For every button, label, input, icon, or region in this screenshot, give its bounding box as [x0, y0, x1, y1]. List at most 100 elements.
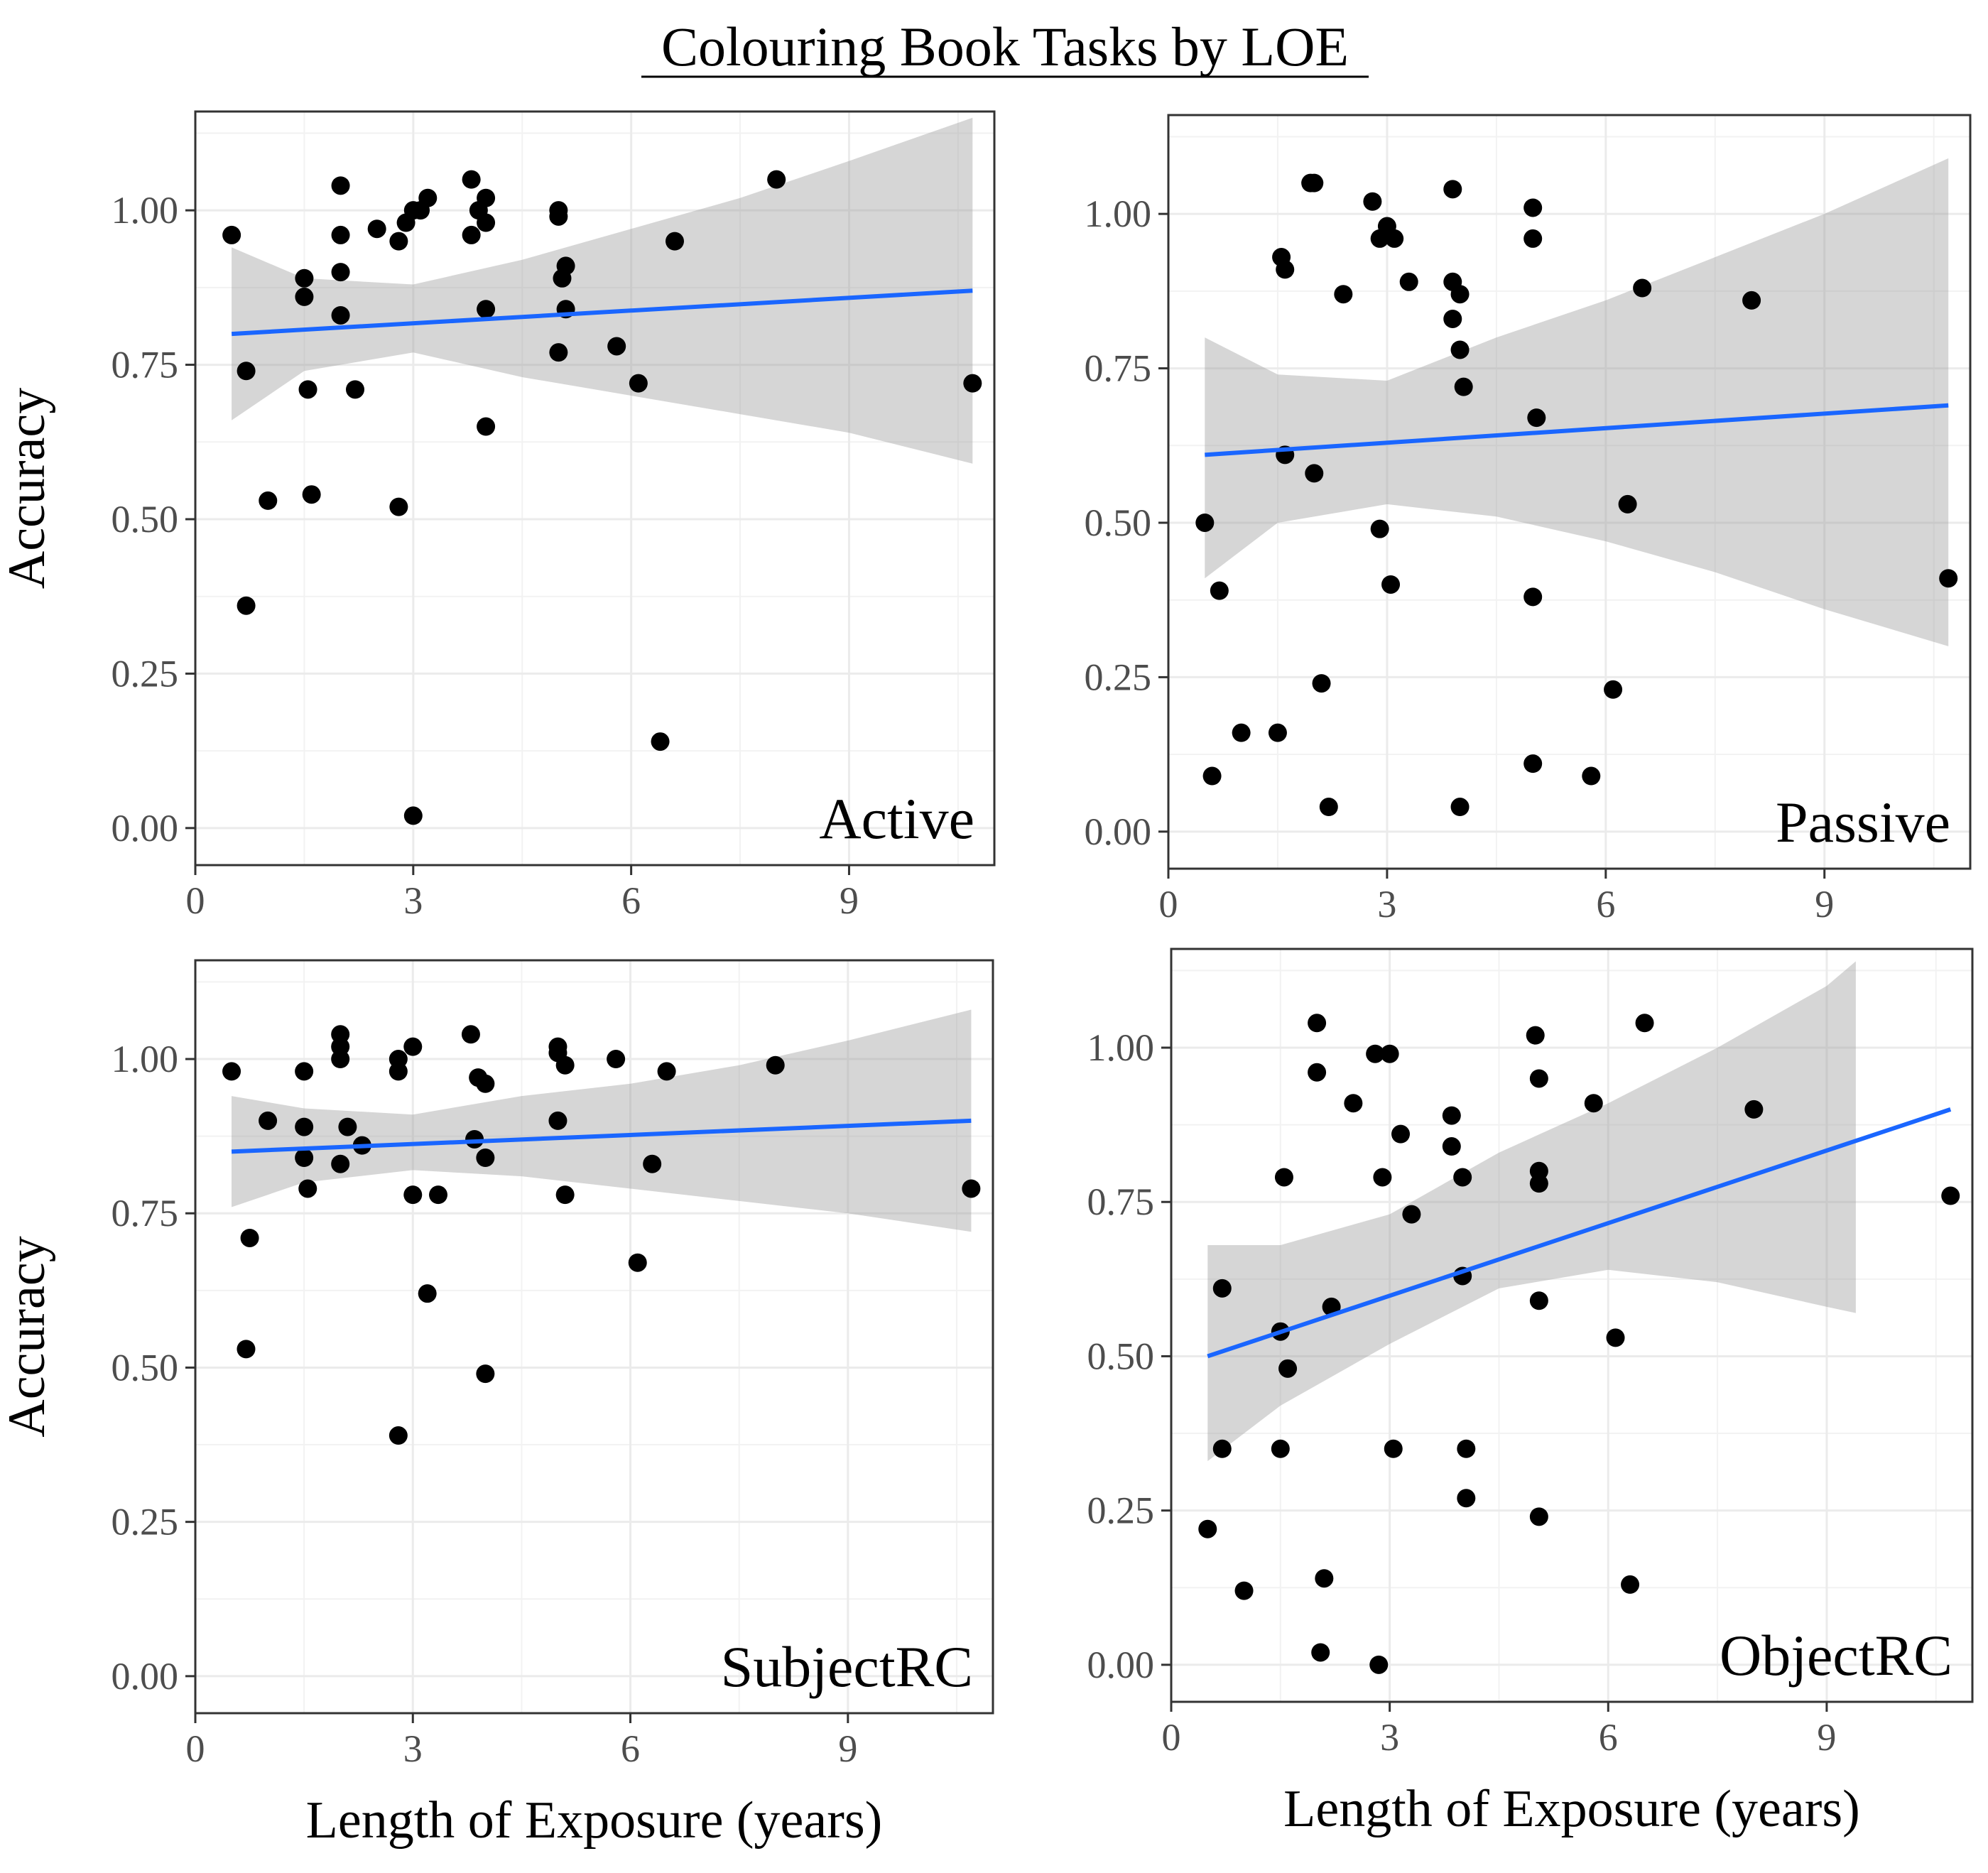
y-tick-label: 1.00	[112, 1038, 179, 1080]
data-point	[1523, 198, 1543, 217]
data-point	[1305, 464, 1324, 483]
data-point	[767, 170, 786, 189]
plot-background	[195, 112, 994, 865]
data-point	[1380, 1044, 1399, 1063]
data-point	[1363, 192, 1382, 211]
data-point	[1529, 1291, 1548, 1310]
data-point	[237, 1340, 256, 1359]
y-tick-label: 0.75	[112, 1192, 179, 1234]
data-point	[465, 1129, 484, 1149]
data-point	[1941, 1186, 1960, 1205]
data-point	[418, 1284, 437, 1303]
data-point	[766, 1055, 785, 1075]
data-point	[331, 1154, 350, 1173]
data-point	[643, 1154, 662, 1173]
panel-border	[194, 959, 994, 1715]
data-point	[1369, 1655, 1389, 1674]
data-point	[1526, 1026, 1545, 1045]
panels: 0 3 6 9 0.00 0.25 0.50 0.75 1.00 Active Accuracy 0 3…	[0, 110, 1974, 1850]
data-point	[1195, 513, 1215, 532]
data-point	[1198, 1519, 1217, 1538]
data-point	[963, 374, 982, 393]
y-tick-label: 1.00	[1085, 192, 1152, 235]
data-point	[1305, 173, 1324, 192]
panel-label: Active	[819, 786, 974, 851]
x-axis-title: Length of Exposure (years)	[306, 1791, 883, 1850]
data-point	[548, 1111, 567, 1130]
chart-panel-subjectrc: 0 3 6 9 0.00 0.25 0.50 0.75 1.00 SubjectRC Accurac…	[0, 959, 994, 1850]
data-point	[1315, 1569, 1334, 1588]
data-point	[389, 497, 408, 516]
chart-panel-passive: 0 3 6 9 0.00 0.25 0.50 0.75 1.00 Passive	[1085, 114, 1972, 925]
data-point	[549, 207, 568, 226]
data-point	[403, 1037, 423, 1056]
data-point	[1523, 229, 1543, 248]
data-point	[1635, 1014, 1654, 1033]
plot-background	[1168, 115, 1970, 869]
x-tick-label: 0	[186, 879, 205, 922]
data-point	[429, 1185, 448, 1205]
data-point	[1370, 519, 1389, 538]
data-point	[1604, 680, 1623, 699]
data-point	[962, 1179, 981, 1198]
data-point	[1268, 723, 1287, 742]
data-point	[1385, 229, 1404, 248]
x-tick-label: 9	[840, 879, 859, 922]
y-tick-label: 0.50	[1087, 1335, 1155, 1377]
y-tick-label: 0.75	[1085, 347, 1152, 390]
x-tick-label: 0	[1162, 1716, 1181, 1759]
y-tick-label: 0.75	[112, 344, 179, 386]
data-point	[1344, 1094, 1363, 1113]
data-point	[237, 596, 256, 615]
data-point	[476, 1149, 495, 1168]
data-point	[403, 1185, 423, 1205]
data-point	[331, 1050, 350, 1069]
data-point	[1334, 285, 1353, 304]
data-point	[1391, 1124, 1411, 1144]
data-point	[331, 176, 350, 195]
data-point	[1618, 494, 1637, 514]
data-point	[462, 225, 481, 244]
data-point	[222, 1062, 241, 1081]
data-point	[607, 337, 626, 356]
data-point	[1234, 1581, 1254, 1600]
y-tick-label: 0.00	[112, 1655, 179, 1698]
x-tick-label: 6	[621, 879, 641, 922]
data-point	[1366, 1044, 1385, 1063]
panel-border	[1170, 948, 1974, 1703]
data-point	[629, 374, 648, 393]
data-point	[651, 732, 670, 751]
x-tick-label: 9	[838, 1727, 857, 1770]
confidence-band	[232, 1009, 972, 1232]
data-point	[1582, 766, 1601, 786]
y-tick-label: 0.25	[112, 1501, 179, 1543]
data-point	[403, 806, 423, 825]
data-point	[1311, 1643, 1330, 1662]
chart-panel-active: 0 3 6 9 0.00 0.25 0.50 0.75 1.00 Active Accuracy	[0, 110, 996, 922]
data-point	[477, 188, 496, 207]
data-point	[607, 1050, 626, 1069]
data-point	[1443, 180, 1462, 199]
x-tick-label: 3	[403, 1727, 423, 1770]
data-point	[1457, 1439, 1476, 1458]
data-point	[1443, 309, 1462, 328]
y-tick-label: 0.75	[1087, 1180, 1155, 1223]
y-axis-title: Accuracy	[0, 1236, 56, 1437]
data-point	[628, 1253, 647, 1272]
data-point	[1454, 377, 1473, 396]
data-point	[1308, 1063, 1327, 1082]
data-point	[1742, 291, 1761, 310]
confidence-band	[1205, 158, 1949, 646]
data-point	[222, 225, 241, 244]
y-tick-label: 0.00	[1085, 810, 1152, 853]
data-point	[1210, 581, 1229, 600]
data-point	[302, 485, 321, 504]
x-tick-label: 9	[1817, 1716, 1836, 1759]
data-point	[1276, 260, 1295, 279]
data-point	[389, 1062, 408, 1081]
data-point	[1381, 575, 1401, 594]
data-point	[295, 1062, 314, 1081]
x-tick-label: 3	[1380, 1716, 1399, 1759]
data-point	[1453, 1168, 1472, 1187]
